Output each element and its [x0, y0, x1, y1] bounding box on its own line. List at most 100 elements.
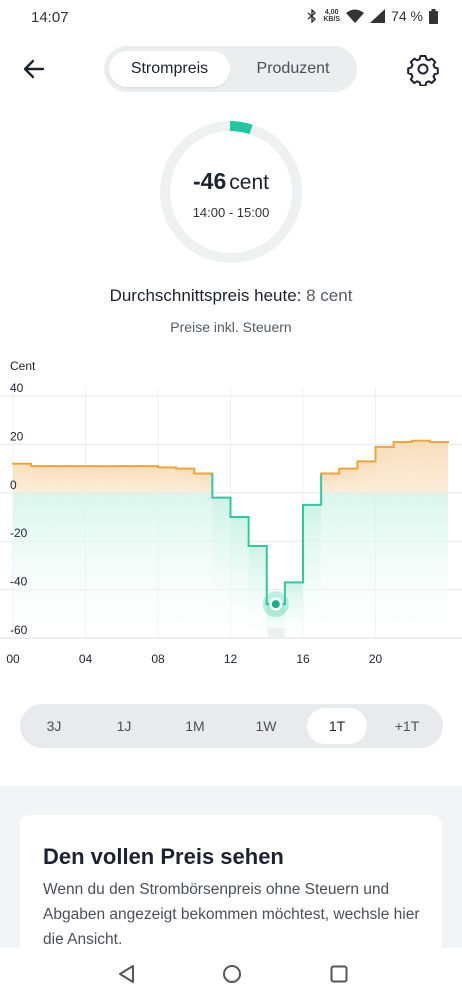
- tab-strompreis[interactable]: Strompreis: [109, 51, 230, 87]
- y-axis-label: Cent: [10, 359, 36, 373]
- period-1t[interactable]: 1T: [307, 708, 367, 744]
- area-fill-positive: [321, 473, 340, 493]
- current-price: -46 cent: [159, 168, 303, 195]
- net-speed-value: 4,00: [324, 9, 339, 16]
- area-fill-negative: [266, 604, 285, 638]
- x-tick-label: 08: [151, 652, 165, 666]
- area-fill-negative: [303, 504, 322, 638]
- y-tick-label: 40: [10, 381, 24, 395]
- area-fill-positive: [194, 473, 213, 493]
- area-fill-negative: [429, 492, 448, 638]
- area-fill-negative: [339, 492, 358, 638]
- area-fill-negative: [393, 492, 412, 638]
- y-tick-label: -40: [10, 575, 28, 589]
- area-fill-negative: [230, 517, 249, 638]
- area-fill-negative: [321, 492, 340, 638]
- period-plus-1t[interactable]: +1T: [394, 718, 420, 734]
- area-fill-positive: [339, 468, 358, 493]
- y-tick-label: 20: [10, 429, 24, 443]
- signal-icon: [370, 9, 386, 23]
- tab-produzent[interactable]: Produzent: [256, 60, 330, 77]
- settings-button[interactable]: [406, 52, 440, 87]
- x-tick-label: 12: [224, 652, 238, 666]
- area-fill-negative: [158, 492, 177, 638]
- net-speed-unit: KB/S: [323, 16, 341, 23]
- x-tick-label: 00: [6, 652, 20, 666]
- area-fill-negative: [49, 492, 68, 638]
- system-nav-bar: [0, 948, 462, 1000]
- area-fill-negative: [85, 492, 104, 638]
- y-tick-label: -60: [10, 623, 28, 637]
- info-card[interactable]: Den vollen Preis sehen Wenn du den Strom…: [20, 815, 442, 955]
- status-icons: 4,00 KB/S 74 %: [307, 8, 438, 24]
- tax-note: Preise inkl. Steuern: [170, 319, 292, 335]
- current-price-unit: cent: [229, 171, 269, 194]
- period-1j[interactable]: 1J: [116, 718, 132, 734]
- back-button[interactable]: [18, 53, 50, 85]
- wifi-icon: [346, 9, 365, 23]
- area-fill-positive: [375, 446, 394, 493]
- square-recents-icon[interactable]: [327, 962, 351, 986]
- ring-indicator: [229, 121, 253, 135]
- area-fill-negative: [13, 492, 32, 638]
- area-fill-positive: [49, 466, 68, 493]
- net-speed: 4,00 KB/S: [323, 9, 340, 23]
- area-fill-positive: [158, 467, 177, 493]
- x-tick-label: 04: [79, 652, 93, 666]
- area-fill-positive: [67, 466, 86, 493]
- current-price-marker: [271, 600, 280, 609]
- area-fill-negative: [212, 497, 231, 638]
- price-chart[interactable]: Cent 40 20 0 -20 -40 -60 00 04 08 12 16 20: [0, 350, 462, 670]
- area-fill-negative: [284, 582, 303, 638]
- period-1w[interactable]: 1W: [255, 718, 277, 734]
- period-selector: 3J 1J 1M 1W 1T +1T: [20, 704, 443, 748]
- triangle-back-icon[interactable]: [115, 962, 139, 986]
- gear-icon: [407, 55, 439, 87]
- status-time: 14:07: [31, 9, 69, 26]
- area-fill-negative: [248, 546, 267, 638]
- battery-percent: 74 %: [391, 8, 423, 24]
- x-tick-label: 16: [296, 652, 310, 666]
- price-ring: [160, 121, 302, 263]
- area-fill-negative: [103, 492, 122, 638]
- area-fill-negative: [194, 492, 213, 638]
- area-fill-negative: [411, 492, 430, 638]
- arrow-left-icon: [23, 59, 45, 79]
- area-fill-positive: [31, 466, 50, 493]
- period-3j[interactable]: 3J: [46, 718, 62, 734]
- battery-icon: [429, 8, 438, 24]
- y-tick-label: -20: [10, 526, 28, 540]
- area-fill-positive: [103, 466, 122, 493]
- bluetooth-icon: [307, 9, 317, 23]
- area-fill-negative: [139, 492, 158, 638]
- area-fill-positive: [393, 441, 412, 493]
- status-bar: 14:07 4,00 KB/S 74 %: [0, 0, 462, 36]
- area-fill-positive: [429, 441, 448, 493]
- period-1m[interactable]: 1M: [185, 718, 205, 734]
- y-tick-label: 0: [10, 478, 17, 492]
- card-title: Den vollen Preis sehen: [43, 844, 284, 869]
- area-fill-negative: [67, 492, 86, 638]
- x-tick-label: 20: [369, 652, 383, 666]
- area-fill-positive: [85, 466, 104, 493]
- area-fill-negative: [357, 492, 376, 638]
- current-price-value: -46: [193, 168, 227, 194]
- area-fill-positive: [121, 466, 140, 493]
- area-fill-positive: [176, 468, 195, 493]
- area-fill-negative: [31, 492, 50, 638]
- card-text: Wenn du den Strombörsenpreis ohne Steuer…: [43, 881, 420, 948]
- area-fill-positive: [411, 440, 430, 493]
- area-fill-positive: [139, 466, 158, 493]
- area-fill-negative: [375, 492, 394, 638]
- average-price: Durchschnittspreis heute: 8 cent: [0, 286, 462, 306]
- area-fill-negative: [176, 492, 195, 638]
- area-fill-negative: [121, 492, 140, 638]
- current-time-range: 14:00 - 15:00: [192, 205, 270, 220]
- average-label: Durchschnittspreis heute:: [109, 286, 302, 305]
- view-toggle: Strompreis Produzent: [104, 46, 357, 92]
- circle-home-icon[interactable]: [220, 962, 244, 986]
- average-value: 8 cent: [306, 286, 353, 305]
- area-fill-positive: [357, 461, 376, 493]
- area-fill-positive: [13, 463, 32, 493]
- top-bar: Strompreis Produzent: [0, 45, 462, 93]
